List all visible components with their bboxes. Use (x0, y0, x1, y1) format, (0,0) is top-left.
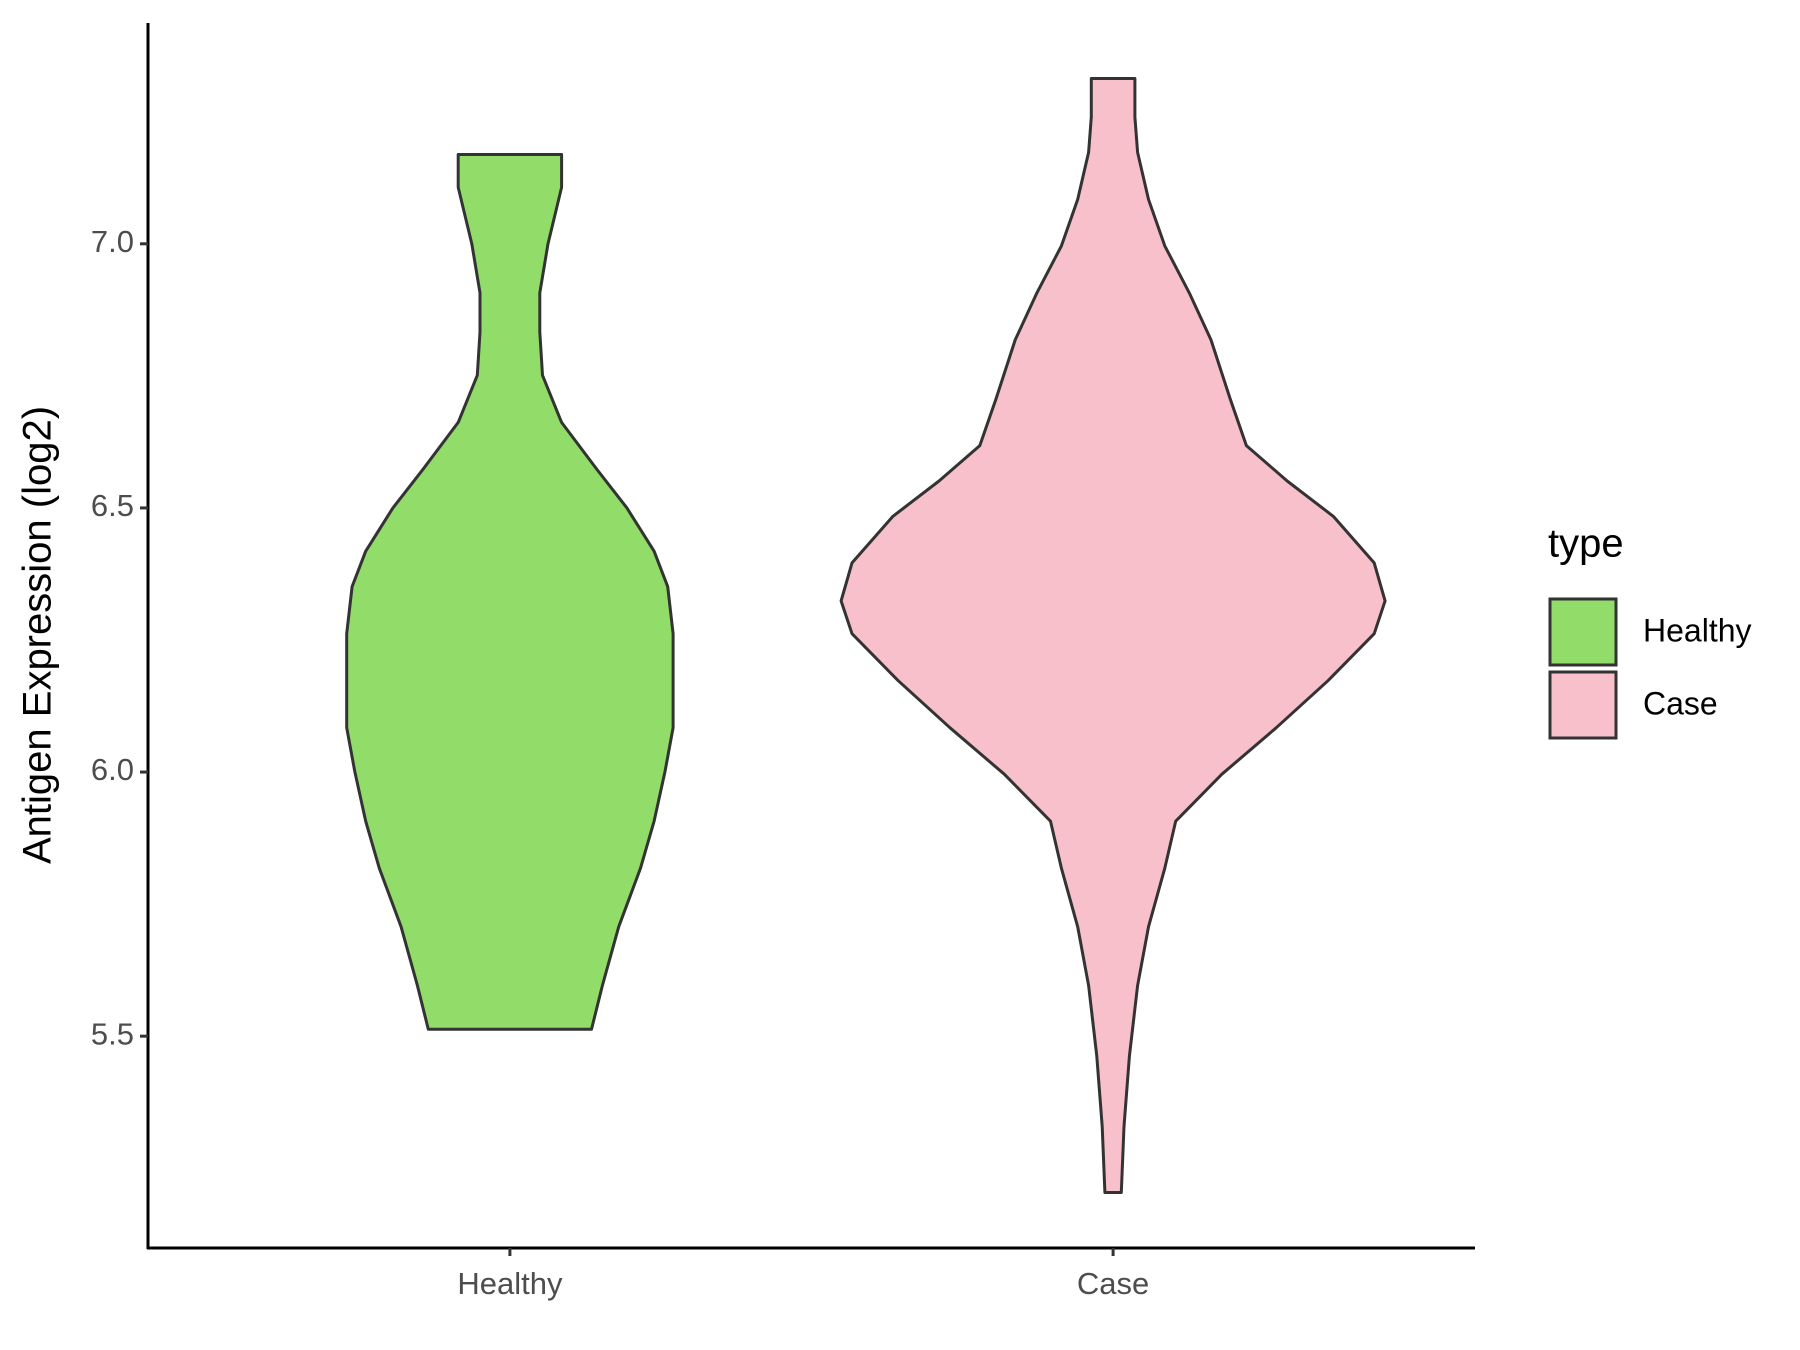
y-tick-label: 6.0 (91, 752, 134, 787)
legend-key (1548, 597, 1618, 667)
legend-label: Case (1643, 685, 1718, 721)
legend-key (1548, 670, 1618, 740)
legend-label: Healthy (1643, 612, 1752, 648)
violin (345, 153, 675, 1031)
x-tick-label: Healthy (457, 1266, 563, 1301)
x-tick-label: Case (1077, 1266, 1149, 1301)
y-tick-label: 6.5 (91, 488, 134, 523)
violin (839, 77, 1387, 1194)
y-axis-title: Antigen Expression (log2) (16, 406, 60, 864)
y-tick-label: 5.5 (91, 1016, 134, 1051)
legend-title: type (1548, 522, 1624, 566)
y-tick-label: 7.0 (91, 224, 134, 259)
